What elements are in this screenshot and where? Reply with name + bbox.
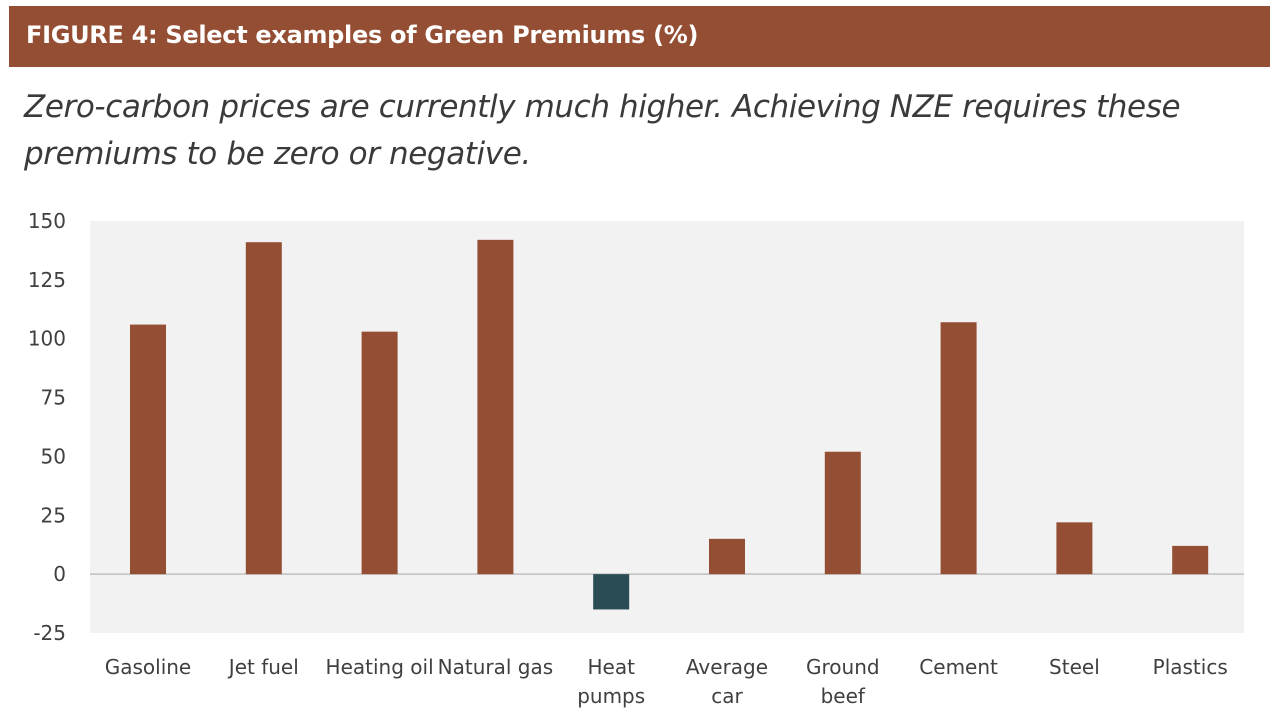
y-axis-tick-labels: 150 125 100 75 50 25 0 -25 [28,209,66,645]
bar [593,574,630,610]
x-category-label-line: Natural gas [438,655,554,679]
x-category-label: Steel [1049,655,1100,679]
bar [245,242,282,575]
bar [824,451,861,575]
x-category-label-line: Average [686,655,768,679]
x-category-label-line: beef [821,684,866,708]
figure-subtitle: Zero-carbon prices are currently much hi… [24,89,1181,172]
bar [1056,522,1093,575]
x-category-label: Gasoline [105,655,192,679]
x-category-label-line: Heat [587,655,635,679]
y-tick-label: 100 [28,327,66,351]
figure-banner: FIGURE 4: Select examples of Green Premi… [9,6,1270,67]
x-category-label: Plastics [1153,655,1228,679]
x-category-label-line: car [711,684,743,708]
bar [1172,545,1209,575]
x-category-label-line: Heating oil [326,655,434,679]
x-category-label: Heat pumps [577,655,645,708]
y-tick-label: 150 [28,209,66,233]
x-category-label-line: Steel [1049,655,1100,679]
x-category-label-line: pumps [577,684,645,708]
x-category-label-line: Plastics [1153,655,1228,679]
y-tick-label: -25 [33,621,66,645]
x-category-label: Average car [686,655,768,708]
bars-group [130,239,1209,610]
y-tick-label: 125 [28,268,66,292]
bar [477,239,514,575]
y-tick-label: 50 [41,444,66,468]
x-axis-category-labels: Gasoline Jet fuel Heating oil Natural gas He… [105,655,1228,708]
y-tick-label: 25 [41,503,66,527]
y-tick-label: 75 [41,386,66,410]
figure-title: FIGURE 4: Select examples of Green Premi… [26,21,699,49]
bar [940,322,977,575]
x-category-label-line: Jet fuel [227,655,299,679]
x-category-label-line: Gasoline [105,655,192,679]
y-tick-label: 0 [53,562,66,586]
x-category-label: Natural gas [438,655,554,679]
x-category-label-line: Cement [919,655,998,679]
x-category-label: Cement [919,655,998,679]
bar [361,331,398,575]
plot-area [90,221,1244,633]
bar [130,324,166,575]
x-category-label: Jet fuel [227,655,299,679]
x-category-label: Ground beef [806,655,880,708]
bar [709,538,745,575]
x-category-label: Heating oil [326,655,434,679]
x-category-label-line: Ground [806,655,880,679]
